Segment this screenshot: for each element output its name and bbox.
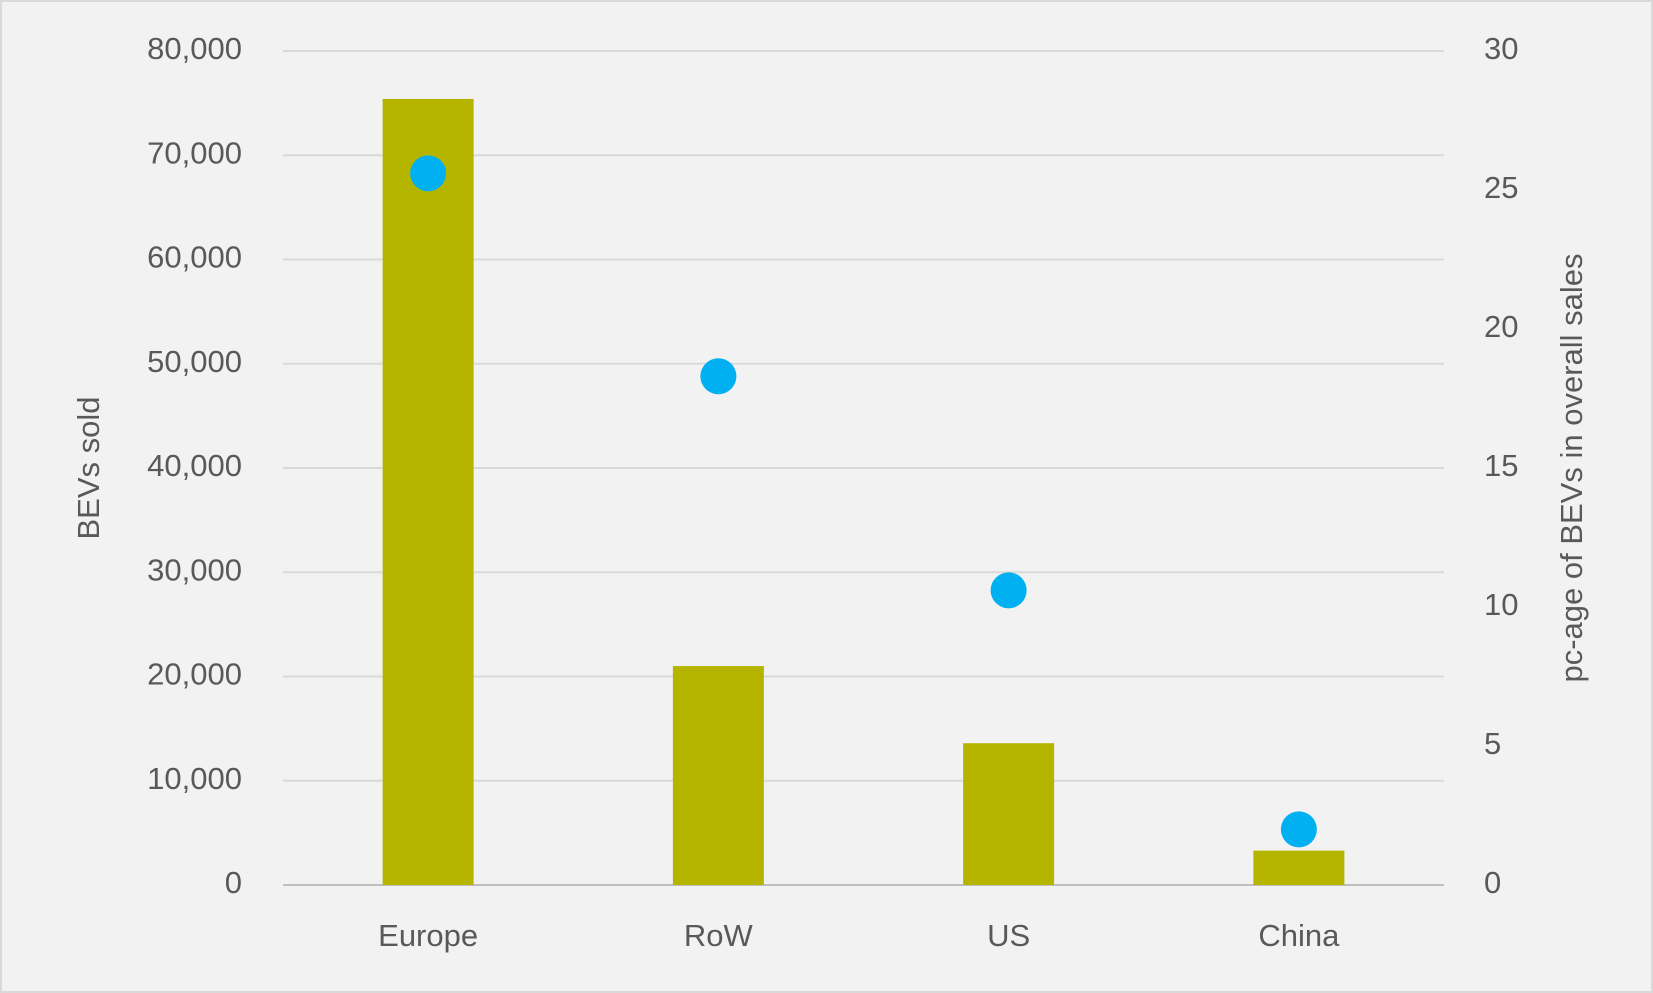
y2-tick-label: 0 [1484, 865, 1501, 900]
y2-tick-label: 15 [1484, 448, 1518, 483]
point [700, 358, 737, 395]
y2-axis-title: pc-age of BEVs in overall sales [1554, 253, 1589, 682]
y-tick-label: 50,000 [147, 344, 242, 379]
bar [382, 98, 474, 885]
y-axis-title: BEVs sold [71, 396, 106, 539]
point [410, 155, 447, 192]
bar [672, 666, 764, 885]
y2-tick-label: 5 [1484, 726, 1501, 761]
y-tick-label: 60,000 [147, 240, 242, 275]
y-tick-label: 70,000 [147, 135, 242, 170]
point [1280, 811, 1317, 848]
y-tick-label: 30,000 [147, 552, 242, 587]
x-tick-label: Europe [378, 918, 478, 953]
x-tick-label: US [987, 918, 1030, 953]
bar [963, 743, 1055, 885]
x-tick-label: RoW [684, 918, 754, 953]
x-tick-label: China [1258, 918, 1340, 953]
y-tick-label: 20,000 [147, 657, 242, 692]
y-tick-label: 0 [225, 865, 242, 900]
y2-tick-label: 20 [1484, 309, 1518, 344]
y2-tick-label: 30 [1484, 31, 1518, 66]
y2-tick-label: 25 [1484, 170, 1518, 205]
point [990, 572, 1027, 609]
y-tick-label: 40,000 [147, 448, 242, 483]
bar [1253, 850, 1345, 885]
y-tick-label: 80,000 [147, 31, 242, 66]
y2-tick-label: 10 [1484, 587, 1518, 622]
y-tick-label: 10,000 [147, 761, 242, 796]
